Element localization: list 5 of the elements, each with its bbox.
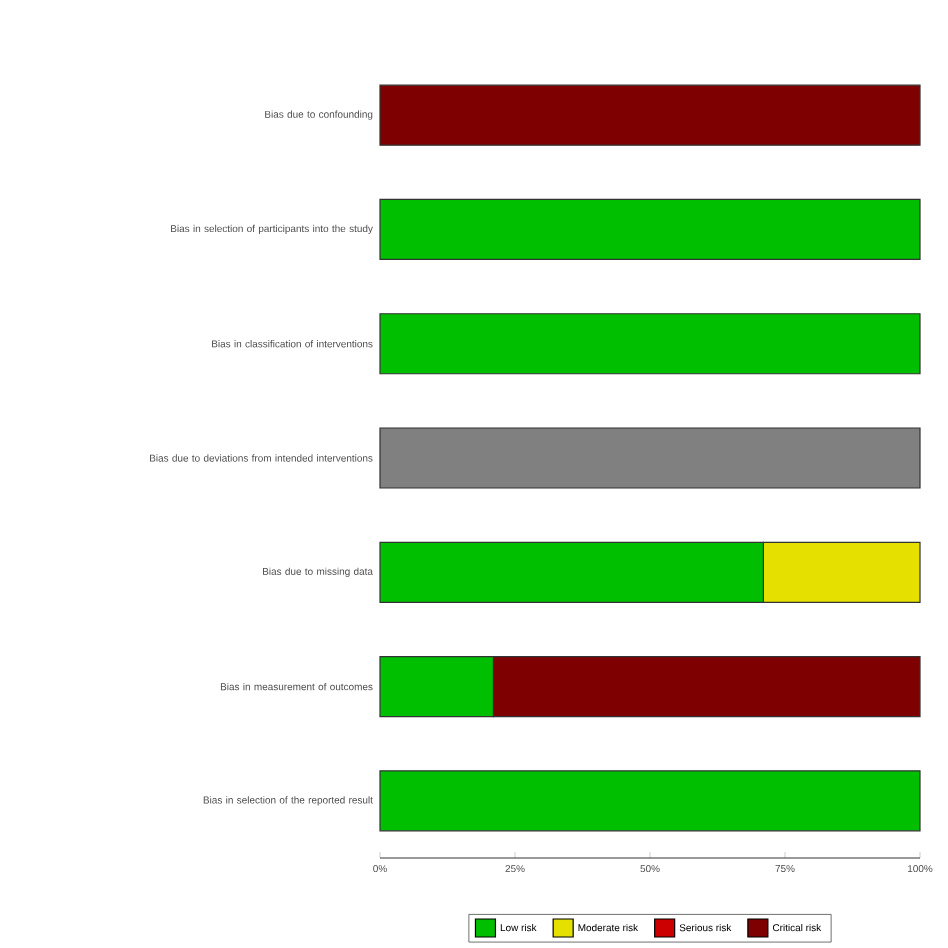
bar	[379, 313, 921, 375]
bar	[379, 198, 921, 261]
bar	[379, 427, 921, 489]
bar	[379, 770, 921, 832]
bar	[379, 84, 921, 146]
